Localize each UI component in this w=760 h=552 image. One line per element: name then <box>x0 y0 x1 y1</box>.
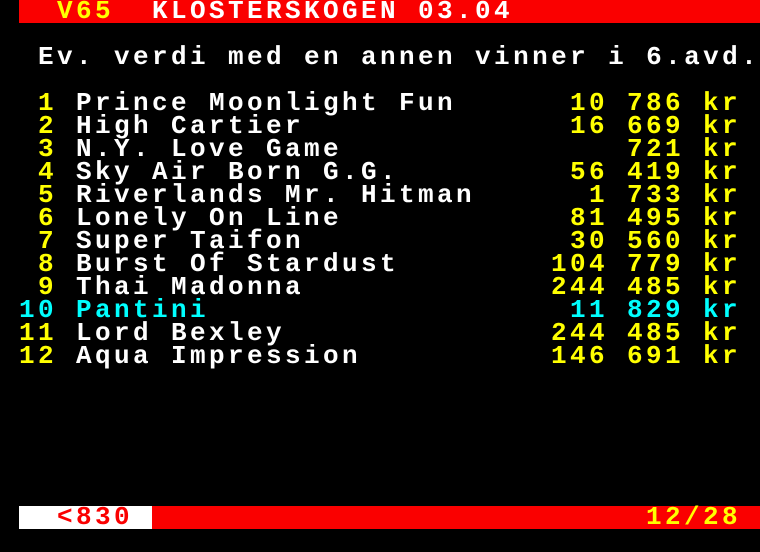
horse-value: 244 485 kr <box>550 272 741 302</box>
horse-name: Burst Of Stardust <box>76 249 400 279</box>
horse-number: 12 <box>18 341 57 371</box>
horse-row-3: 3 N.Y. Love Game 721 kr <box>0 134 760 164</box>
horse-name: Prince Moonlight Fun <box>76 88 457 118</box>
page-title: KLOSTERSKOGEN 03.04 <box>152 0 514 26</box>
horse-number: 4 <box>37 157 57 187</box>
horse-number: 7 <box>37 226 57 256</box>
subtitle: Ev. verdi med en annen vinner i 6.avd. <box>38 42 760 72</box>
horse-name: Sky Air Born G.G. <box>76 157 400 187</box>
horse-name: N.Y. Love Game <box>76 134 343 164</box>
page-indicator: 12/28 <box>645 502 741 532</box>
horse-name: Lonely On Line <box>76 203 343 233</box>
horse-row-2: 2 High Cartier 16 669 kr <box>0 111 760 141</box>
horse-name: Super Taifon <box>76 226 305 256</box>
horse-number: 10 <box>18 295 57 325</box>
horse-row-9: 9 Thai Madonna 244 485 kr <box>0 272 760 302</box>
v65-badge: V65 <box>57 0 115 26</box>
horse-value: 721 kr <box>626 134 741 164</box>
footer-bar <box>152 506 760 529</box>
horse-name: High Cartier <box>76 111 305 141</box>
horse-name: Riverlands Mr. Hitman <box>76 180 476 210</box>
horse-value: 11 829 kr <box>569 295 741 325</box>
horse-row-8: 8 Burst Of Stardust 104 779 kr <box>0 249 760 279</box>
horse-name: Aqua Impression <box>76 341 362 371</box>
horse-number: 8 <box>37 249 57 279</box>
horse-name: Thai Madonna <box>76 272 305 302</box>
horse-number: 6 <box>37 203 57 233</box>
horse-number: 5 <box>37 180 57 210</box>
horse-row-4: 4 Sky Air Born G.G. 56 419 kr <box>0 157 760 187</box>
horse-row-10-highlighted: 10 Pantini 11 829 kr <box>0 295 760 325</box>
horse-number: 11 <box>18 318 57 348</box>
horse-value: 1 733 kr <box>588 180 741 210</box>
footer-page-link-box <box>19 506 152 529</box>
horse-row-1: 1 Prince Moonlight Fun 10 786 kr <box>0 88 760 118</box>
horse-row-6: 6 Lonely On Line 81 495 kr <box>0 203 760 233</box>
horse-number: 2 <box>37 111 57 141</box>
horse-value: 104 779 kr <box>550 249 741 279</box>
horse-row-11: 11 Lord Bexley 244 485 kr <box>0 318 760 348</box>
horse-value: 10 786 kr <box>569 88 741 118</box>
horse-row-12: 12 Aqua Impression 146 691 kr <box>0 341 760 371</box>
horse-value: 244 485 kr <box>550 318 741 348</box>
horse-name: Lord Bexley <box>76 318 286 348</box>
horse-value: 146 691 kr <box>550 341 741 371</box>
horse-row-5: 5 Riverlands Mr. Hitman 1 733 kr <box>0 180 760 210</box>
header-bar <box>19 0 760 23</box>
horse-name: Pantini <box>76 295 210 325</box>
horse-value: 56 419 kr <box>569 157 741 187</box>
page-link-back[interactable]: <830 <box>57 502 134 532</box>
horse-number: 1 <box>37 88 57 118</box>
horse-row-7: 7 Super Taifon 30 560 kr <box>0 226 760 256</box>
horse-number: 9 <box>37 272 57 302</box>
horse-number: 3 <box>37 134 57 164</box>
horse-value: 30 560 kr <box>569 226 741 256</box>
horse-value: 16 669 kr <box>569 111 741 141</box>
horse-value: 81 495 kr <box>569 203 741 233</box>
